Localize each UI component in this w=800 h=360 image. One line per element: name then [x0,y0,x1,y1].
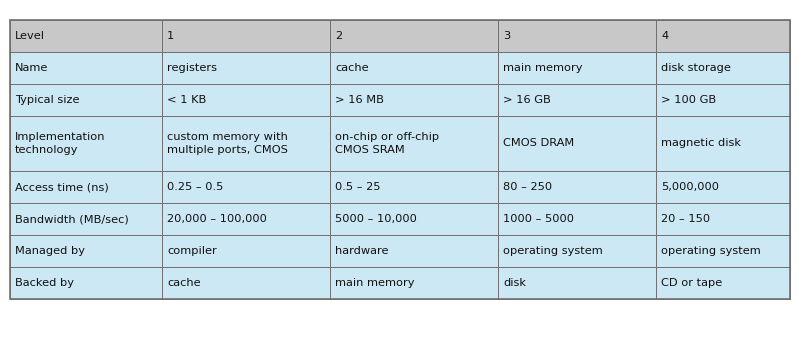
Text: operating system: operating system [661,246,761,256]
Text: 0.5 – 25: 0.5 – 25 [335,182,381,192]
Text: registers: registers [167,63,217,73]
Text: 1: 1 [167,31,174,41]
Bar [656,267,790,299]
Bar [330,267,498,299]
Text: Typical size: Typical size [15,95,79,105]
Text: > 16 GB: > 16 GB [503,95,550,105]
Text: disk: disk [503,278,526,288]
Text: Managed by: Managed by [15,246,85,256]
Bar [162,84,330,116]
Bar [162,52,330,84]
Bar [330,116,498,171]
Text: Implementation
technology: Implementation technology [15,132,106,155]
Bar [498,235,656,267]
Bar [10,235,162,267]
Text: 20 – 150: 20 – 150 [661,214,710,224]
Bar [498,203,656,235]
Bar [498,20,656,52]
Text: main memory: main memory [335,278,414,288]
Text: Bandwidth (MB/sec): Bandwidth (MB/sec) [15,214,129,224]
Bar [656,84,790,116]
Bar [656,52,790,84]
Bar [330,171,498,203]
Bar [656,20,790,52]
Text: 80 – 250: 80 – 250 [503,182,552,192]
Text: 20,000 – 100,000: 20,000 – 100,000 [167,214,267,224]
Bar [656,203,790,235]
Text: on-chip or off-chip
CMOS SRAM: on-chip or off-chip CMOS SRAM [335,132,439,155]
Text: hardware: hardware [335,246,389,256]
Text: cache: cache [167,278,201,288]
Text: Name: Name [15,63,48,73]
Bar [162,235,330,267]
Text: Access time (ns): Access time (ns) [15,182,109,192]
Bar [330,84,498,116]
Bar [10,171,162,203]
Bar [330,235,498,267]
Bar [498,52,656,84]
Text: 0.25 – 0.5: 0.25 – 0.5 [167,182,223,192]
Text: operating system: operating system [503,246,602,256]
Text: compiler: compiler [167,246,217,256]
Text: main memory: main memory [503,63,582,73]
Bar [10,52,162,84]
Text: magnetic disk: magnetic disk [661,139,741,148]
Bar [330,20,498,52]
Text: custom memory with
multiple ports, CMOS: custom memory with multiple ports, CMOS [167,132,288,155]
Text: 1000 – 5000: 1000 – 5000 [503,214,574,224]
Text: 5000 – 10,000: 5000 – 10,000 [335,214,417,224]
Bar [162,20,330,52]
Bar [162,267,330,299]
Text: disk storage: disk storage [661,63,731,73]
Bar [656,116,790,171]
Text: < 1 KB: < 1 KB [167,95,206,105]
Bar [330,203,498,235]
Bar [498,116,656,171]
Text: > 100 GB: > 100 GB [661,95,716,105]
Text: CD or tape: CD or tape [661,278,722,288]
Text: Level: Level [15,31,45,41]
Text: CMOS DRAM: CMOS DRAM [503,139,574,148]
Bar [10,20,790,299]
Bar [330,52,498,84]
Bar [498,267,656,299]
Bar [656,171,790,203]
Text: 2: 2 [335,31,342,41]
Bar [10,84,162,116]
Text: 5,000,000: 5,000,000 [661,182,719,192]
Bar [656,235,790,267]
Bar [498,171,656,203]
Text: Backed by: Backed by [15,278,74,288]
Text: 4: 4 [661,31,668,41]
Bar [10,203,162,235]
Text: 3: 3 [503,31,510,41]
Text: > 16 MB: > 16 MB [335,95,384,105]
Bar [162,171,330,203]
Bar [162,116,330,171]
Text: cache: cache [335,63,369,73]
Bar [10,20,162,52]
Bar [10,267,162,299]
Bar [10,116,162,171]
Bar [498,84,656,116]
Bar [162,203,330,235]
